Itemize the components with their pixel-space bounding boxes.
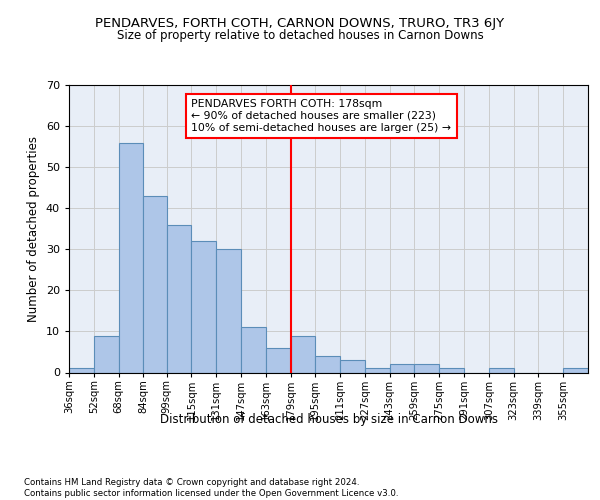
Bar [415,364,439,372]
Text: Size of property relative to detached houses in Carnon Downs: Size of property relative to detached ho… [116,29,484,42]
Text: Contains HM Land Registry data © Crown copyright and database right 2024.
Contai: Contains HM Land Registry data © Crown c… [24,478,398,498]
Text: PENDARVES, FORTH COTH, CARNON DOWNS, TRURO, TR3 6JY: PENDARVES, FORTH COTH, CARNON DOWNS, TRU… [95,18,505,30]
Bar [69,368,94,372]
Bar [119,142,143,372]
Bar [167,224,191,372]
Text: PENDARVES FORTH COTH: 178sqm
← 90% of detached houses are smaller (223)
10% of s: PENDARVES FORTH COTH: 178sqm ← 90% of de… [191,100,451,132]
Bar [241,328,266,372]
Bar [365,368,389,372]
Bar [316,356,340,372]
Y-axis label: Number of detached properties: Number of detached properties [27,136,40,322]
Bar [340,360,365,372]
Bar [563,368,588,372]
Bar [216,250,241,372]
Bar [290,336,316,372]
Bar [191,241,216,372]
Bar [266,348,290,372]
Bar [489,368,514,372]
Text: Distribution of detached houses by size in Carnon Downs: Distribution of detached houses by size … [160,412,498,426]
Bar [143,196,167,372]
Bar [389,364,415,372]
Bar [94,336,119,372]
Bar [439,368,464,372]
